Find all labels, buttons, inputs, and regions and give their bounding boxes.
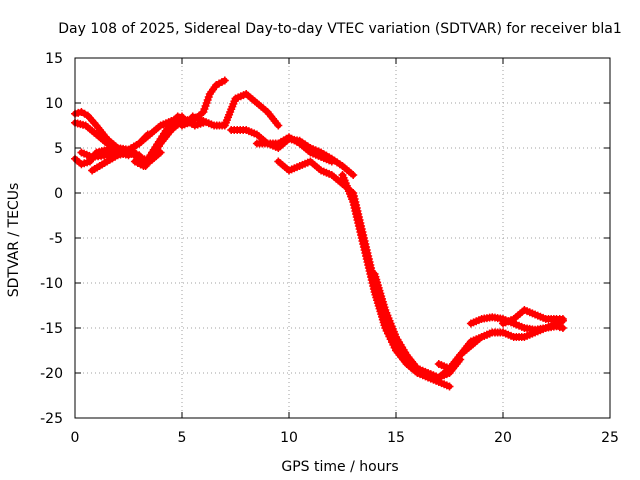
- x-tick-label: 20: [494, 430, 512, 446]
- series-arc-16: [499, 306, 567, 328]
- x-tick-label: 10: [280, 430, 298, 446]
- y-tick-label: -10: [40, 276, 63, 292]
- axis-ticks: 0 5 10 15 20 25 -25 -20 -15 -10 -5 0 5 10 15: [40, 51, 619, 446]
- grid-lines: [75, 58, 610, 418]
- x-tick-label: 0: [71, 430, 80, 446]
- x-axis-label: GPS time / hours: [281, 459, 398, 475]
- series-point: [558, 324, 567, 332]
- y-tick-label: 10: [45, 96, 63, 112]
- y-tick-label: -25: [40, 411, 63, 427]
- series-arc-13: [370, 270, 454, 391]
- x-tick-label: 15: [387, 430, 405, 446]
- x-tick-label: 5: [178, 430, 187, 446]
- series-point: [274, 121, 283, 130]
- data-series: [71, 76, 567, 391]
- y-tick-label: 0: [54, 186, 63, 202]
- y-axis-label: SDTVAR / TECUs: [6, 183, 22, 298]
- chart-title: Day 108 of 2025, Sidereal Day-to-day VTE…: [58, 21, 621, 37]
- series-point: [445, 382, 454, 391]
- series-point: [220, 76, 229, 85]
- y-tick-label: 15: [45, 51, 63, 67]
- y-tick-label: 5: [54, 141, 63, 157]
- series-arc-10: [252, 133, 336, 166]
- y-tick-label: -20: [40, 366, 63, 382]
- series-point: [327, 157, 336, 166]
- series-point: [349, 171, 358, 179]
- y-tick-label: -5: [49, 231, 63, 247]
- x-tick-label: 25: [601, 430, 619, 446]
- series-arc-8: [188, 90, 283, 130]
- y-tick-label: -15: [40, 321, 63, 337]
- series-point: [558, 315, 567, 323]
- series-arc-7: [178, 76, 229, 130]
